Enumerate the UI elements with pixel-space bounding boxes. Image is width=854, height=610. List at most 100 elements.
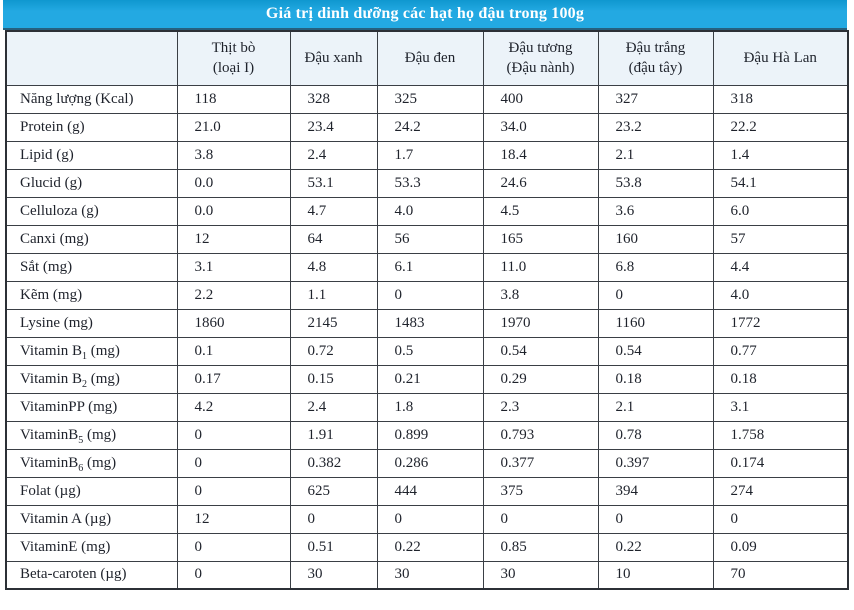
value-cell: 0.54 bbox=[482, 336, 599, 366]
value-cell: 3.8 bbox=[176, 140, 291, 170]
value-cell: 0.174 bbox=[712, 448, 849, 478]
value-cell: 118 bbox=[176, 84, 291, 114]
value-cell: 625 bbox=[289, 476, 378, 506]
value-cell: 1.1 bbox=[289, 280, 378, 310]
corner-cell bbox=[5, 30, 178, 86]
row-label-text: Celluloza (g) bbox=[20, 202, 99, 219]
value-cell: 10 bbox=[597, 560, 714, 590]
value-cell: 375 bbox=[482, 476, 599, 506]
row-label-text: VitaminPP (mg) bbox=[20, 398, 118, 415]
value-cell: 4.8 bbox=[289, 252, 378, 282]
value-cell: 0.54 bbox=[597, 336, 714, 366]
row-label: Beta-caroten (µg) bbox=[5, 560, 178, 590]
row-label-unit: (mg) bbox=[87, 342, 120, 359]
value-cell: 3.8 bbox=[482, 280, 599, 310]
value-cell: 4.7 bbox=[289, 196, 378, 226]
column-header-5: Đậu trắng (đậu tây) bbox=[597, 30, 714, 86]
row-label-text: Năng lượng (Kcal) bbox=[20, 90, 134, 107]
row-label-unit: (mg) bbox=[87, 370, 120, 387]
column-header-line1: Đậu trắng bbox=[625, 40, 686, 56]
value-cell: 318 bbox=[712, 84, 849, 114]
row-label-text: VitaminE (mg) bbox=[20, 538, 111, 555]
value-cell: 0.78 bbox=[597, 420, 714, 450]
value-cell: 0.0 bbox=[176, 196, 291, 226]
row-label-text: Beta-caroten (µg) bbox=[20, 566, 127, 583]
column-header-line1: Đậu Hà Lan bbox=[743, 50, 817, 67]
row-label: Canxi (mg) bbox=[5, 224, 178, 254]
row-label: Glucid (g) bbox=[5, 168, 178, 198]
row-label-text: Vitamin B bbox=[20, 370, 83, 387]
value-cell: 1483 bbox=[376, 308, 484, 338]
row-label: VitaminB5 (mg) bbox=[5, 420, 178, 450]
row-label-text: VitaminB bbox=[20, 454, 79, 471]
value-cell: 1970 bbox=[482, 308, 599, 338]
value-cell: 57 bbox=[712, 224, 849, 254]
value-cell: 0.51 bbox=[289, 532, 378, 562]
row-label-subscript: 5 bbox=[78, 434, 84, 446]
value-cell: 4.2 bbox=[176, 392, 291, 422]
row-label-text: Vitamin A (µg) bbox=[20, 510, 112, 527]
value-cell: 24.6 bbox=[482, 168, 599, 198]
row-label-subscript: 6 bbox=[78, 462, 84, 474]
value-cell: 3.1 bbox=[712, 392, 849, 422]
row-label: Sắt (mg) bbox=[5, 252, 178, 282]
value-cell: 2.2 bbox=[176, 280, 291, 310]
row-label-text: Sắt (mg) bbox=[20, 258, 73, 275]
row-label-subscript: 1 bbox=[82, 350, 88, 362]
value-cell: 2.1 bbox=[597, 392, 714, 422]
value-cell: 325 bbox=[376, 84, 484, 114]
value-cell: 1.8 bbox=[376, 392, 484, 422]
value-cell: 0.18 bbox=[597, 364, 714, 394]
row-label: Vitamin B2 (mg) bbox=[5, 364, 178, 394]
row-label-text: Glucid (g) bbox=[20, 174, 83, 191]
value-cell: 24.2 bbox=[376, 112, 484, 142]
row-label-text: Lysine (mg) bbox=[20, 314, 93, 331]
row-label: Folat (µg) bbox=[5, 476, 178, 506]
value-cell: 1160 bbox=[597, 308, 714, 338]
row-label: Năng lượng (Kcal) bbox=[5, 84, 178, 114]
value-cell: 0.1 bbox=[176, 336, 291, 366]
column-header-line1: Thịt bò bbox=[211, 40, 256, 56]
value-cell: 1.91 bbox=[289, 420, 378, 450]
table-title: Giá trị dinh dưỡng các hạt họ đậu trong … bbox=[265, 5, 585, 22]
value-cell: 12 bbox=[176, 224, 291, 254]
value-cell: 56 bbox=[376, 224, 484, 254]
value-cell: 0 bbox=[176, 476, 291, 506]
value-cell: 0.22 bbox=[597, 532, 714, 562]
value-cell: 0 bbox=[376, 280, 484, 310]
value-cell: 2.3 bbox=[482, 392, 599, 422]
value-cell: 0.21 bbox=[376, 364, 484, 394]
value-cell: 2.1 bbox=[597, 140, 714, 170]
value-cell: 4.0 bbox=[376, 196, 484, 226]
column-header-3: Đậu đen bbox=[376, 30, 484, 86]
row-label: Kẽm (mg) bbox=[5, 280, 178, 310]
row-label-text: Protein (g) bbox=[20, 118, 85, 135]
table-row: Celluloza (g) 0.0 4.7 4.0 4.5 3.6 6.0 bbox=[5, 196, 849, 226]
value-cell: 0.18 bbox=[712, 364, 849, 394]
value-cell: 0.397 bbox=[597, 448, 714, 478]
table-row: Lysine (mg) 1860 2145 1483 1970 1160 1772 bbox=[5, 308, 849, 338]
header-row: Thịt bò (loại I) Đậu xanh Đậu đen Đậu tương (… bbox=[5, 30, 849, 86]
value-cell: 30 bbox=[482, 560, 599, 590]
row-label: Vitamin B1 (mg) bbox=[5, 336, 178, 366]
value-cell: 165 bbox=[482, 224, 599, 254]
column-header-4: Đậu tương (Đậu nành) bbox=[482, 30, 599, 86]
row-label: VitaminB6 (mg) bbox=[5, 448, 178, 478]
value-cell: 30 bbox=[289, 560, 378, 590]
row-label-text: Canxi (mg) bbox=[20, 230, 89, 247]
row-label-text: Lipid (g) bbox=[20, 146, 74, 163]
row-label-text: Folat (µg) bbox=[20, 482, 81, 499]
value-cell: 0 bbox=[176, 448, 291, 478]
value-cell: 0 bbox=[289, 504, 378, 534]
value-cell: 0 bbox=[176, 420, 291, 450]
column-header-line2: (Đậu nành) bbox=[506, 60, 575, 77]
value-cell: 1772 bbox=[712, 308, 849, 338]
value-cell: 0 bbox=[482, 504, 599, 534]
value-cell: 0 bbox=[376, 504, 484, 534]
value-cell: 1.7 bbox=[376, 140, 484, 170]
row-label-unit: (mg) bbox=[83, 454, 117, 471]
value-cell: 2.4 bbox=[289, 392, 378, 422]
row-label: Protein (g) bbox=[5, 112, 178, 142]
table-row: Lipid (g) 3.8 2.4 1.7 18.4 2.1 1.4 bbox=[5, 140, 849, 170]
